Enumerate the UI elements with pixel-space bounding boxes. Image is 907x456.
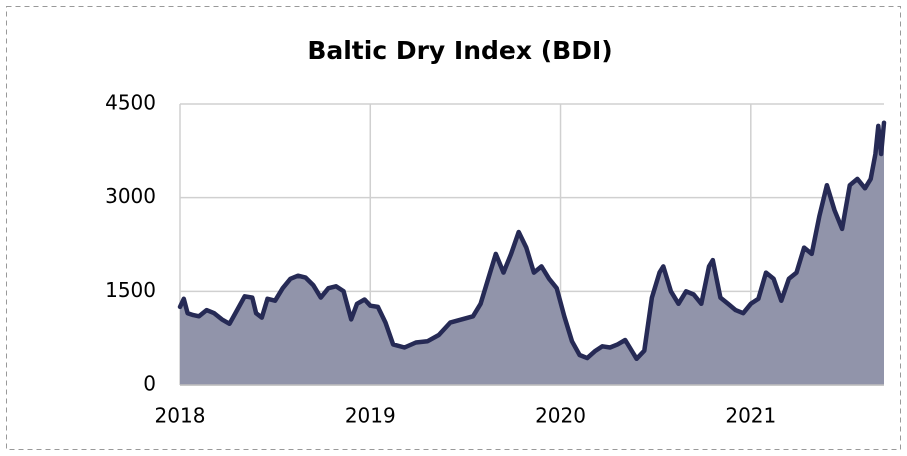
frame (6, 6, 901, 450)
x-tick-label: 2021 (725, 404, 776, 428)
area-fill (180, 122, 884, 385)
line (177, 120, 887, 362)
y-tick-label: 3000 (105, 184, 156, 208)
x-tick-label: 2019 (345, 404, 396, 428)
y-tick-label: 1500 (105, 278, 156, 302)
x-tick-label: 2018 (155, 404, 206, 428)
chart-title: Baltic Dry Index (BDI) (307, 36, 612, 65)
x-tick-label: 2020 (535, 404, 586, 428)
y-tick-label: 4500 (105, 91, 156, 115)
y-tick-label: 0 (143, 372, 156, 396)
